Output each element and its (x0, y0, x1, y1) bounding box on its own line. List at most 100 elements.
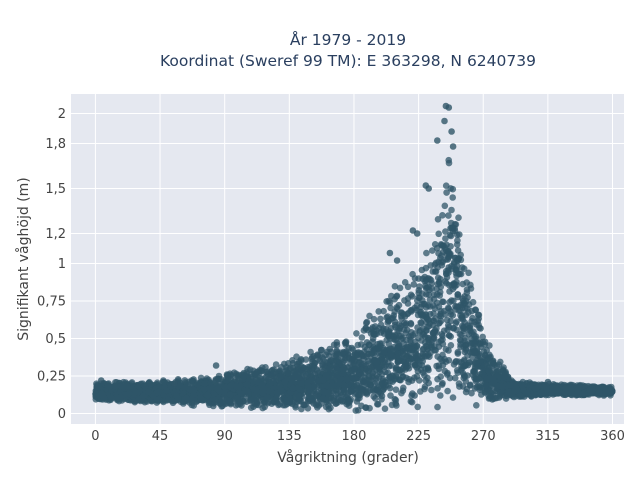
scatter-point (454, 237, 461, 244)
scatter-point (368, 350, 375, 357)
scatter-point (466, 322, 474, 330)
scatter-point (454, 348, 462, 356)
scatter-point (437, 392, 444, 399)
scatter-point (125, 390, 133, 397)
scatter-point (337, 397, 345, 404)
scatter-point (422, 264, 430, 272)
scatter-point (334, 366, 341, 374)
scatter-point (385, 382, 392, 389)
scatter-point (317, 346, 325, 354)
scatter-point (364, 389, 371, 396)
scatter-point (266, 379, 274, 387)
scatter-point (455, 270, 462, 278)
scatter-point (445, 159, 453, 167)
scatter-point (431, 347, 438, 354)
scatter-point (439, 357, 446, 365)
scatter-point (277, 373, 284, 380)
scatter-point (393, 304, 401, 311)
scatter-point (299, 364, 307, 371)
scatter-point (437, 317, 445, 325)
scatter-point (357, 341, 365, 348)
scatter-point (587, 388, 595, 396)
scatter-point (477, 357, 484, 364)
scatter-point (345, 402, 353, 410)
scatter-point (411, 374, 418, 382)
scatter-point (271, 368, 278, 376)
scatter-point (252, 386, 260, 394)
scatter-point (261, 375, 269, 382)
scatter-point (436, 288, 444, 296)
scatter-point (111, 383, 119, 390)
scatter-point (352, 370, 360, 377)
scatter-point (442, 228, 449, 235)
scatter-point (384, 331, 392, 338)
scatter-point (490, 379, 498, 387)
scatter-point (320, 395, 327, 402)
scatter-point (252, 370, 259, 378)
x-tick-labels: 0 45 90 135 180 225 270 315 360 (91, 429, 625, 444)
scatter-point (146, 378, 153, 386)
scatter-point (532, 385, 540, 392)
scatter-point (287, 364, 294, 372)
scatter-point (458, 314, 465, 322)
scatter-point (431, 328, 439, 336)
y-tick-label: 1,5 (45, 182, 66, 197)
scatter-point (451, 374, 459, 382)
scatter-point (483, 376, 490, 383)
scatter-point (201, 380, 208, 387)
scatter-point (448, 282, 456, 289)
scatter-point (381, 405, 389, 413)
scatter-point (313, 391, 320, 399)
scatter-point (341, 339, 349, 347)
scatter-point (435, 278, 443, 286)
scatter-point (171, 380, 178, 387)
scatter-point (439, 379, 446, 387)
scatter-point (98, 390, 106, 398)
scatter-point (416, 308, 424, 316)
scatter-point (456, 231, 463, 238)
scatter-point (576, 382, 583, 390)
scatter-point (358, 371, 365, 379)
scatter-point (448, 224, 455, 232)
scatter-point (606, 388, 614, 395)
y-tick-label: 1,2 (45, 227, 66, 242)
scatter-point (243, 369, 250, 376)
scatter-point (511, 386, 518, 394)
scatter-point (244, 381, 251, 388)
scatter-points (92, 102, 616, 414)
scatter-point (165, 396, 172, 404)
scatter-point (263, 393, 271, 401)
scatter-point (394, 358, 402, 365)
scatter-point (420, 331, 428, 338)
y-tick-label: 0,5 (45, 332, 66, 347)
scatter-point (325, 402, 332, 409)
scatter-point (217, 400, 224, 408)
scatter-point (155, 396, 163, 403)
scatter-point (377, 315, 384, 323)
scatter-point (94, 383, 102, 391)
scatter-point (449, 194, 457, 201)
scatter-point (378, 396, 385, 403)
scatter-point (372, 385, 379, 393)
scatter-point (391, 321, 399, 329)
scatter-point (457, 251, 465, 259)
scatter-point (449, 143, 457, 150)
scatter-point (473, 402, 480, 409)
scatter-point (438, 331, 446, 338)
scatter-point (463, 286, 471, 293)
scatter-point (340, 348, 348, 356)
scatter-point (302, 356, 310, 363)
scatter-point (573, 392, 580, 399)
scatter-point (500, 373, 508, 381)
scatter-point (174, 395, 182, 403)
chart-title-line2: Koordinat (Sweref 99 TM): E 363298, N 62… (160, 52, 536, 70)
x-tick-label: 135 (277, 429, 302, 444)
scatter-point (402, 321, 409, 329)
scatter-point (398, 315, 405, 322)
scatter-point (458, 264, 466, 271)
scatter-point (471, 340, 479, 348)
scatter-point (348, 356, 355, 364)
scatter-point (448, 128, 455, 135)
scatter-point (308, 353, 316, 361)
scatter-point (441, 117, 448, 125)
